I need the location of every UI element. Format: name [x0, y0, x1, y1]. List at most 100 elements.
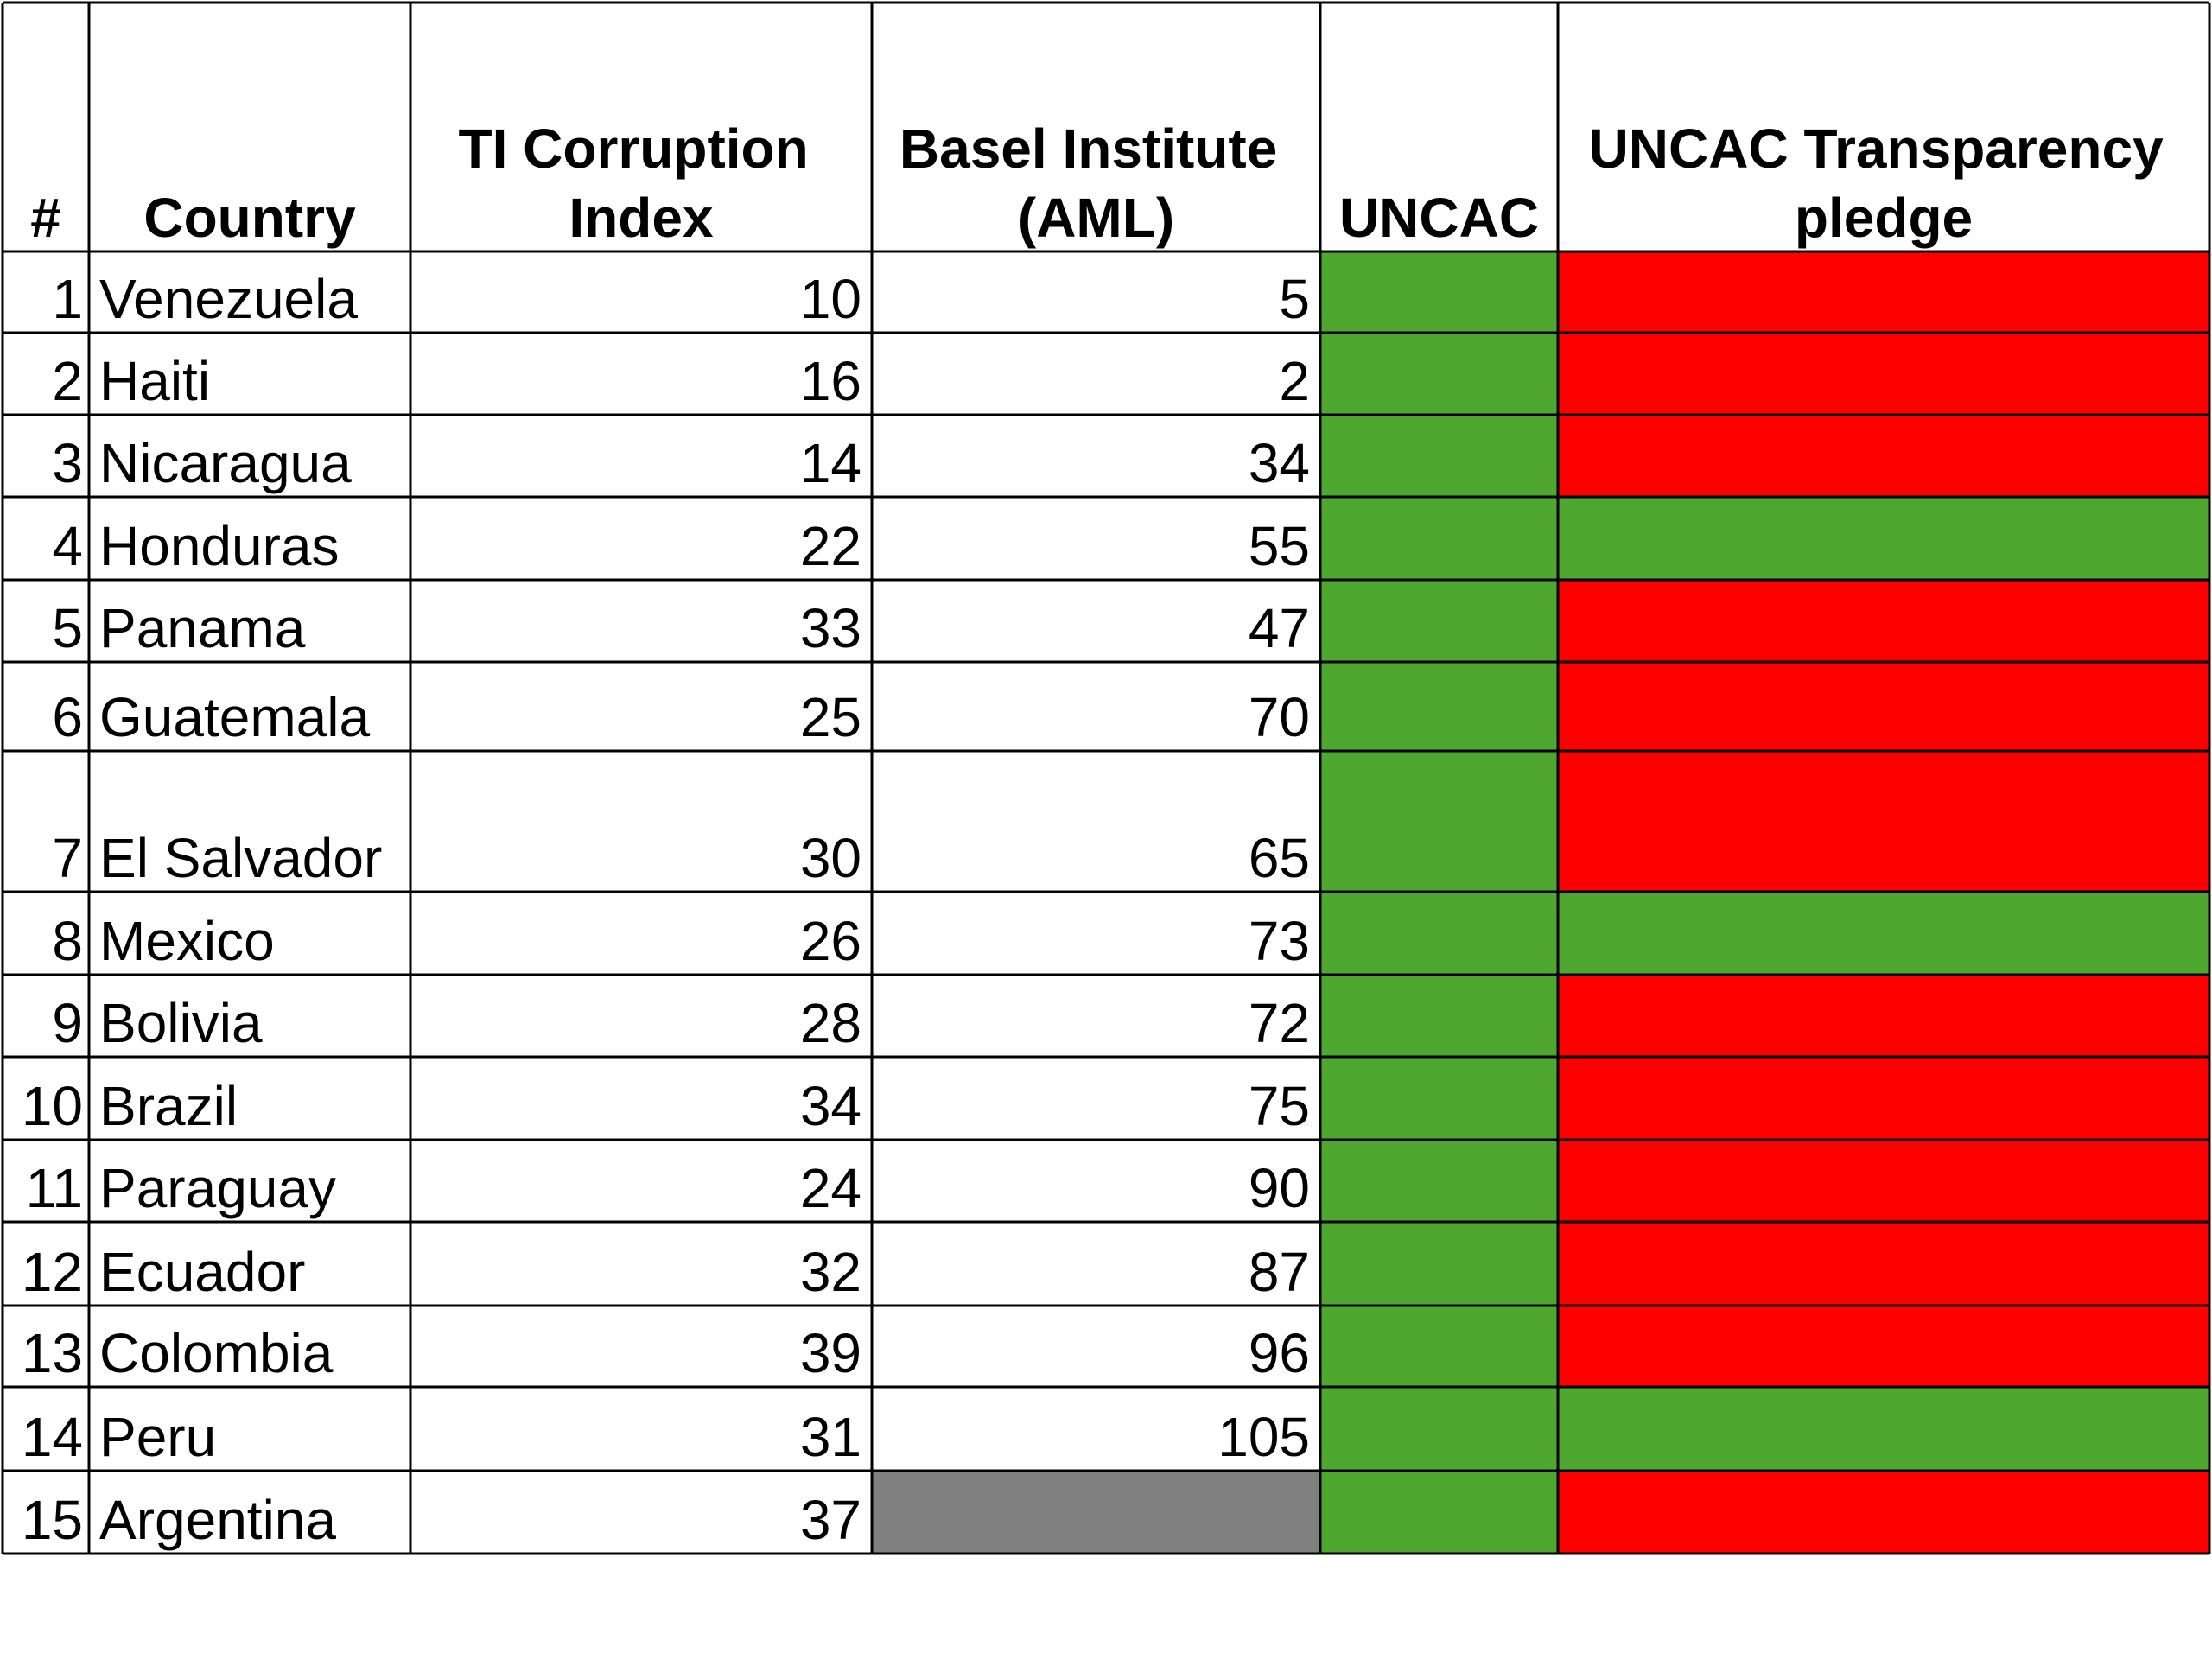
pledge-cell — [1558, 892, 2209, 975]
uncac-cell — [1320, 751, 1558, 892]
ti-index: 25 — [800, 686, 861, 748]
header-cell: TI Corruption Index — [458, 118, 823, 249]
uncac-cell — [1320, 1387, 1558, 1471]
header-cell: # — [30, 187, 61, 249]
ti-index: 10 — [800, 268, 861, 330]
basel-aml: 105 — [1217, 1406, 1310, 1468]
grid-lines — [1, 1, 2211, 1555]
basel-aml: 90 — [1249, 1157, 1310, 1219]
row-number: 1 — [52, 268, 83, 330]
row-number: 4 — [52, 515, 83, 577]
country: Mexico — [99, 910, 275, 972]
cell-fills — [872, 251, 2209, 1554]
row-number: 11 — [26, 1157, 83, 1219]
row-number: 10 — [22, 1075, 83, 1137]
uncac-cell — [1320, 892, 1558, 975]
basel-aml: 5 — [1279, 268, 1310, 330]
ti-index: 22 — [800, 515, 861, 577]
basel-aml: 47 — [1249, 597, 1310, 659]
ti-index: 28 — [800, 992, 861, 1054]
ti-index: 34 — [800, 1075, 861, 1137]
uncac-cell — [1320, 580, 1558, 662]
basel-aml: 2 — [1279, 350, 1310, 412]
cell-texts: # Country TI Corruption Index Basel Institu… — [22, 118, 2179, 1551]
basel-aml: 75 — [1249, 1075, 1310, 1137]
basel-aml: 55 — [1249, 515, 1310, 577]
pledge-cell — [1558, 415, 2209, 497]
basel-aml: 72 — [1249, 992, 1310, 1054]
pledge-cell — [1558, 1057, 2209, 1140]
country: Bolivia — [99, 992, 263, 1054]
ti-index: 31 — [800, 1406, 861, 1468]
pledge-cell — [1558, 662, 2209, 751]
country: Brazil — [99, 1075, 238, 1137]
row-number: 8 — [52, 910, 83, 972]
ti-index: 14 — [800, 432, 861, 494]
country: Argentina — [99, 1489, 336, 1551]
pledge-cell — [1558, 333, 2209, 415]
uncac-cell — [1320, 251, 1558, 333]
row-number: 7 — [52, 827, 83, 889]
uncac-cell — [1320, 497, 1558, 580]
pledge-cell — [1558, 580, 2209, 662]
header-cell: Country — [143, 187, 356, 249]
row-number: 6 — [52, 686, 83, 748]
uncac-cell — [1320, 1057, 1558, 1140]
ti-index: 16 — [800, 350, 861, 412]
ti-index: 26 — [800, 910, 861, 972]
row-number: 5 — [52, 597, 83, 659]
pledge-cell — [1558, 497, 2209, 580]
country: Ecuador — [99, 1241, 305, 1303]
basel-aml: 96 — [1249, 1322, 1310, 1384]
country: Guatemala — [99, 686, 370, 748]
pledge-cell — [1558, 1140, 2209, 1222]
uncac-cell — [1320, 1306, 1558, 1387]
uncac-cell — [1320, 333, 1558, 415]
pledge-cell — [1558, 975, 2209, 1057]
missing-cell — [872, 1471, 1320, 1554]
ti-index: 32 — [800, 1241, 861, 1303]
country: Colombia — [99, 1322, 334, 1384]
pledge-cell — [1558, 1306, 2209, 1387]
pledge-cell — [1558, 1222, 2209, 1306]
uncac-cell — [1320, 1471, 1558, 1554]
country: Paraguay — [99, 1157, 336, 1219]
ti-index: 24 — [800, 1157, 861, 1219]
ti-index: 30 — [800, 827, 861, 889]
header-cell: UNCAC — [1339, 187, 1539, 249]
row-number: 2 — [52, 350, 83, 412]
country: Peru — [99, 1406, 216, 1468]
row-number: 13 — [22, 1322, 83, 1384]
ti-index: 33 — [800, 597, 861, 659]
uncac-cell — [1320, 662, 1558, 751]
country: Haiti — [99, 350, 210, 412]
pledge-cell — [1558, 1387, 2209, 1471]
pledge-cell — [1558, 751, 2209, 892]
ti-index: 39 — [800, 1322, 861, 1384]
uncac-cell — [1320, 975, 1558, 1057]
basel-aml: 73 — [1249, 910, 1310, 972]
row-number: 15 — [22, 1489, 83, 1551]
row-number: 14 — [22, 1406, 83, 1468]
country: Nicaragua — [99, 432, 352, 494]
header-cell: Basel Institute (AML) — [899, 118, 1293, 249]
row-number: 3 — [52, 432, 83, 494]
country: El Salvador — [99, 827, 382, 889]
pledge-cell — [1558, 1471, 2209, 1554]
country: Honduras — [99, 515, 340, 577]
basel-aml: 70 — [1249, 686, 1310, 748]
row-number: 12 — [22, 1241, 83, 1303]
basel-aml: 34 — [1249, 432, 1310, 494]
uncac-cell — [1320, 415, 1558, 497]
pledge-cell — [1558, 251, 2209, 333]
uncac-cell — [1320, 1222, 1558, 1306]
row-number: 9 — [52, 992, 83, 1054]
basel-aml: 65 — [1249, 827, 1310, 889]
country: Venezuela — [99, 268, 358, 330]
country: Panama — [99, 597, 306, 659]
uncac-cell — [1320, 1140, 1558, 1222]
basel-aml: 87 — [1249, 1241, 1310, 1303]
ti-index: 37 — [800, 1489, 861, 1551]
